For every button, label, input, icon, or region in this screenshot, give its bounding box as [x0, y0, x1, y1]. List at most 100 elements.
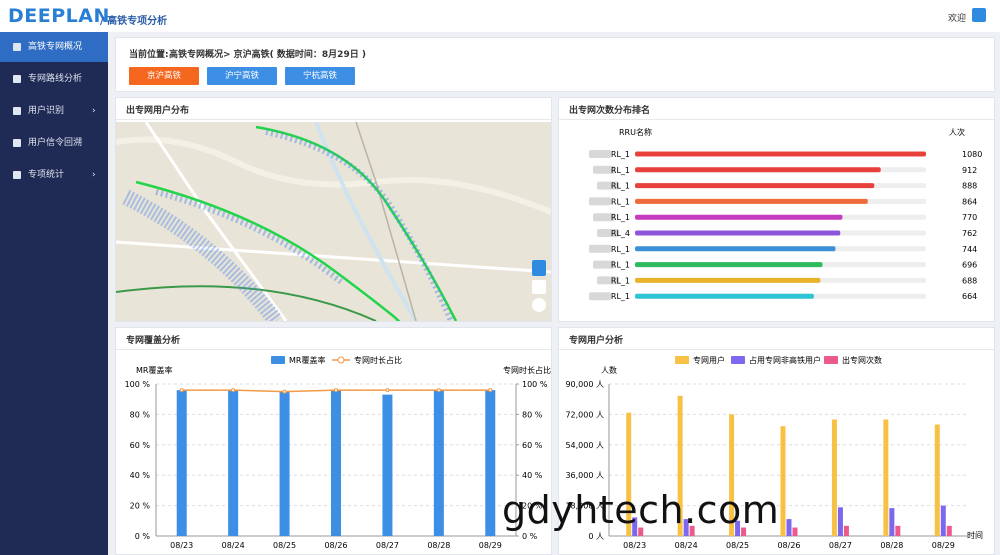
- legend-label: 出专网次数: [842, 355, 882, 365]
- tab-button[interactable]: 沪宁高铁: [207, 67, 277, 85]
- bar: [635, 183, 875, 189]
- x-tick-label: 08/25: [726, 541, 749, 550]
- sidebar: 高铁专网概况 专网路线分析用户识别 › 用户信令回溯专项统计 ›: [0, 32, 108, 555]
- panel-title: 专网覆盖分析: [126, 336, 181, 346]
- value-label: 1080: [962, 150, 982, 159]
- panel-title: 专网用户分析: [569, 336, 624, 346]
- x-tick-label: 08/27: [376, 541, 399, 550]
- nav-item[interactable]: 专项统计 ›: [0, 160, 108, 190]
- x-tick-label: 08/23: [623, 541, 646, 550]
- legend-label: 专网时长占比: [354, 355, 402, 365]
- app-title: / 高铁专项分析: [100, 16, 168, 27]
- nav-label: 用户识别: [28, 106, 65, 116]
- nav-item[interactable]: 高铁专网概况: [0, 32, 108, 62]
- x-tick-label: 08/29: [932, 541, 955, 550]
- bar: [635, 230, 841, 236]
- axis-title: 时间: [967, 530, 983, 540]
- logout-button[interactable]: [972, 8, 986, 22]
- bar: [638, 527, 644, 536]
- bar: [635, 198, 868, 204]
- bar: [940, 505, 946, 536]
- value-label: 744: [962, 245, 977, 254]
- nav-icon: [13, 139, 21, 147]
- rru-name: RL_1: [611, 261, 630, 270]
- rru-name: RL_1: [611, 182, 630, 191]
- rru-name: RL_1: [611, 276, 630, 285]
- value-label: 664: [962, 292, 977, 301]
- legend-label: 专网用户: [693, 355, 725, 365]
- ranking-panel: 出专网次数分布排名 RRU名称 人次 RL_1 1080 RL_1 912 RL_1 888 R…: [558, 97, 995, 322]
- name-blur: [589, 197, 611, 206]
- nav-item[interactable]: 用户信令回溯: [0, 128, 108, 158]
- column-header: 人次: [949, 127, 965, 137]
- nav-item[interactable]: 用户识别 ›: [0, 96, 108, 126]
- breadcrumb-panel: 当前位置: 高铁专网概况> 京沪高铁( 数据时间：8月29日 ) 京沪高铁 沪宁高…: [115, 37, 995, 92]
- legend-swatch: [337, 356, 345, 364]
- y-tick-label: 20 %: [130, 502, 151, 511]
- bar: [176, 390, 187, 536]
- line-point: [282, 389, 287, 394]
- nav-label: 用户信令回溯: [28, 138, 83, 148]
- bar: [635, 151, 926, 157]
- legend-swatch: [731, 356, 745, 364]
- nav-icon: [13, 43, 21, 51]
- value-label: 688: [962, 276, 977, 285]
- nav-item[interactable]: 专网路线分析: [0, 64, 108, 94]
- rru-name: RL_1: [611, 150, 630, 159]
- ranking-chart: RRU名称 人次 RL_1 1080 RL_1 912 RL_1 888 RL_1 864 RL_1…: [589, 127, 982, 301]
- tab-button[interactable]: 宁杭高铁: [285, 67, 355, 85]
- y-tick-label: 100 %: [125, 380, 151, 389]
- watermark: gdyhtech.com: [502, 488, 780, 532]
- bar: [635, 277, 821, 283]
- nav-arrow: ›: [92, 106, 96, 116]
- panel-title: 出专网次数分布排名: [569, 106, 651, 116]
- bar: [683, 519, 689, 536]
- axis-title: 专网时长占比: [503, 365, 551, 375]
- bar: [382, 394, 393, 536]
- bar: [279, 391, 290, 536]
- bar: [689, 525, 695, 536]
- nav-arrow: ›: [92, 170, 96, 180]
- y-tick-label: 0 %: [135, 532, 151, 541]
- bar: [895, 525, 901, 536]
- legend-label: 占用专网非高铁用户: [749, 355, 821, 365]
- y-tick-label: 54,000 人: [565, 441, 604, 450]
- name-blur: [593, 165, 615, 174]
- y2-tick-label: 20 %: [522, 502, 543, 511]
- bar: [485, 390, 496, 536]
- tab-button[interactable]: 京沪高铁: [129, 67, 199, 85]
- bar: [780, 426, 786, 536]
- nav-icon: [13, 171, 21, 179]
- bar: [786, 519, 792, 536]
- map[interactable]: [116, 122, 551, 321]
- welcome-text: 欢迎: [948, 14, 967, 24]
- value-label: 696: [962, 261, 977, 270]
- x-tick-label: 08/28: [427, 541, 450, 550]
- x-tick-label: 08/26: [324, 541, 347, 550]
- bar: [735, 520, 741, 536]
- nav-icon: [13, 75, 21, 83]
- x-tick-label: 08/29: [479, 541, 502, 550]
- name-blur: [593, 260, 615, 269]
- x-tick-label: 08/26: [777, 541, 800, 550]
- bar: [741, 527, 747, 536]
- value-label: 912: [962, 166, 977, 175]
- axis-title: MR覆盖率: [136, 365, 172, 375]
- bar: [792, 527, 798, 536]
- legend-label: MR覆盖率: [289, 355, 325, 365]
- rru-name: RL_1: [611, 245, 630, 254]
- name-blur: [589, 292, 611, 301]
- bar: [433, 390, 444, 536]
- panel-title: 出专网用户分布: [126, 106, 190, 116]
- name-blur: [597, 276, 619, 285]
- bar: [946, 525, 952, 536]
- bar: [635, 293, 814, 299]
- rru-name: RL_1: [611, 197, 630, 206]
- line-point: [334, 388, 338, 393]
- bar: [635, 167, 881, 173]
- column-header: RRU名称: [619, 127, 652, 137]
- y-tick-label: 72,000 人: [565, 410, 604, 419]
